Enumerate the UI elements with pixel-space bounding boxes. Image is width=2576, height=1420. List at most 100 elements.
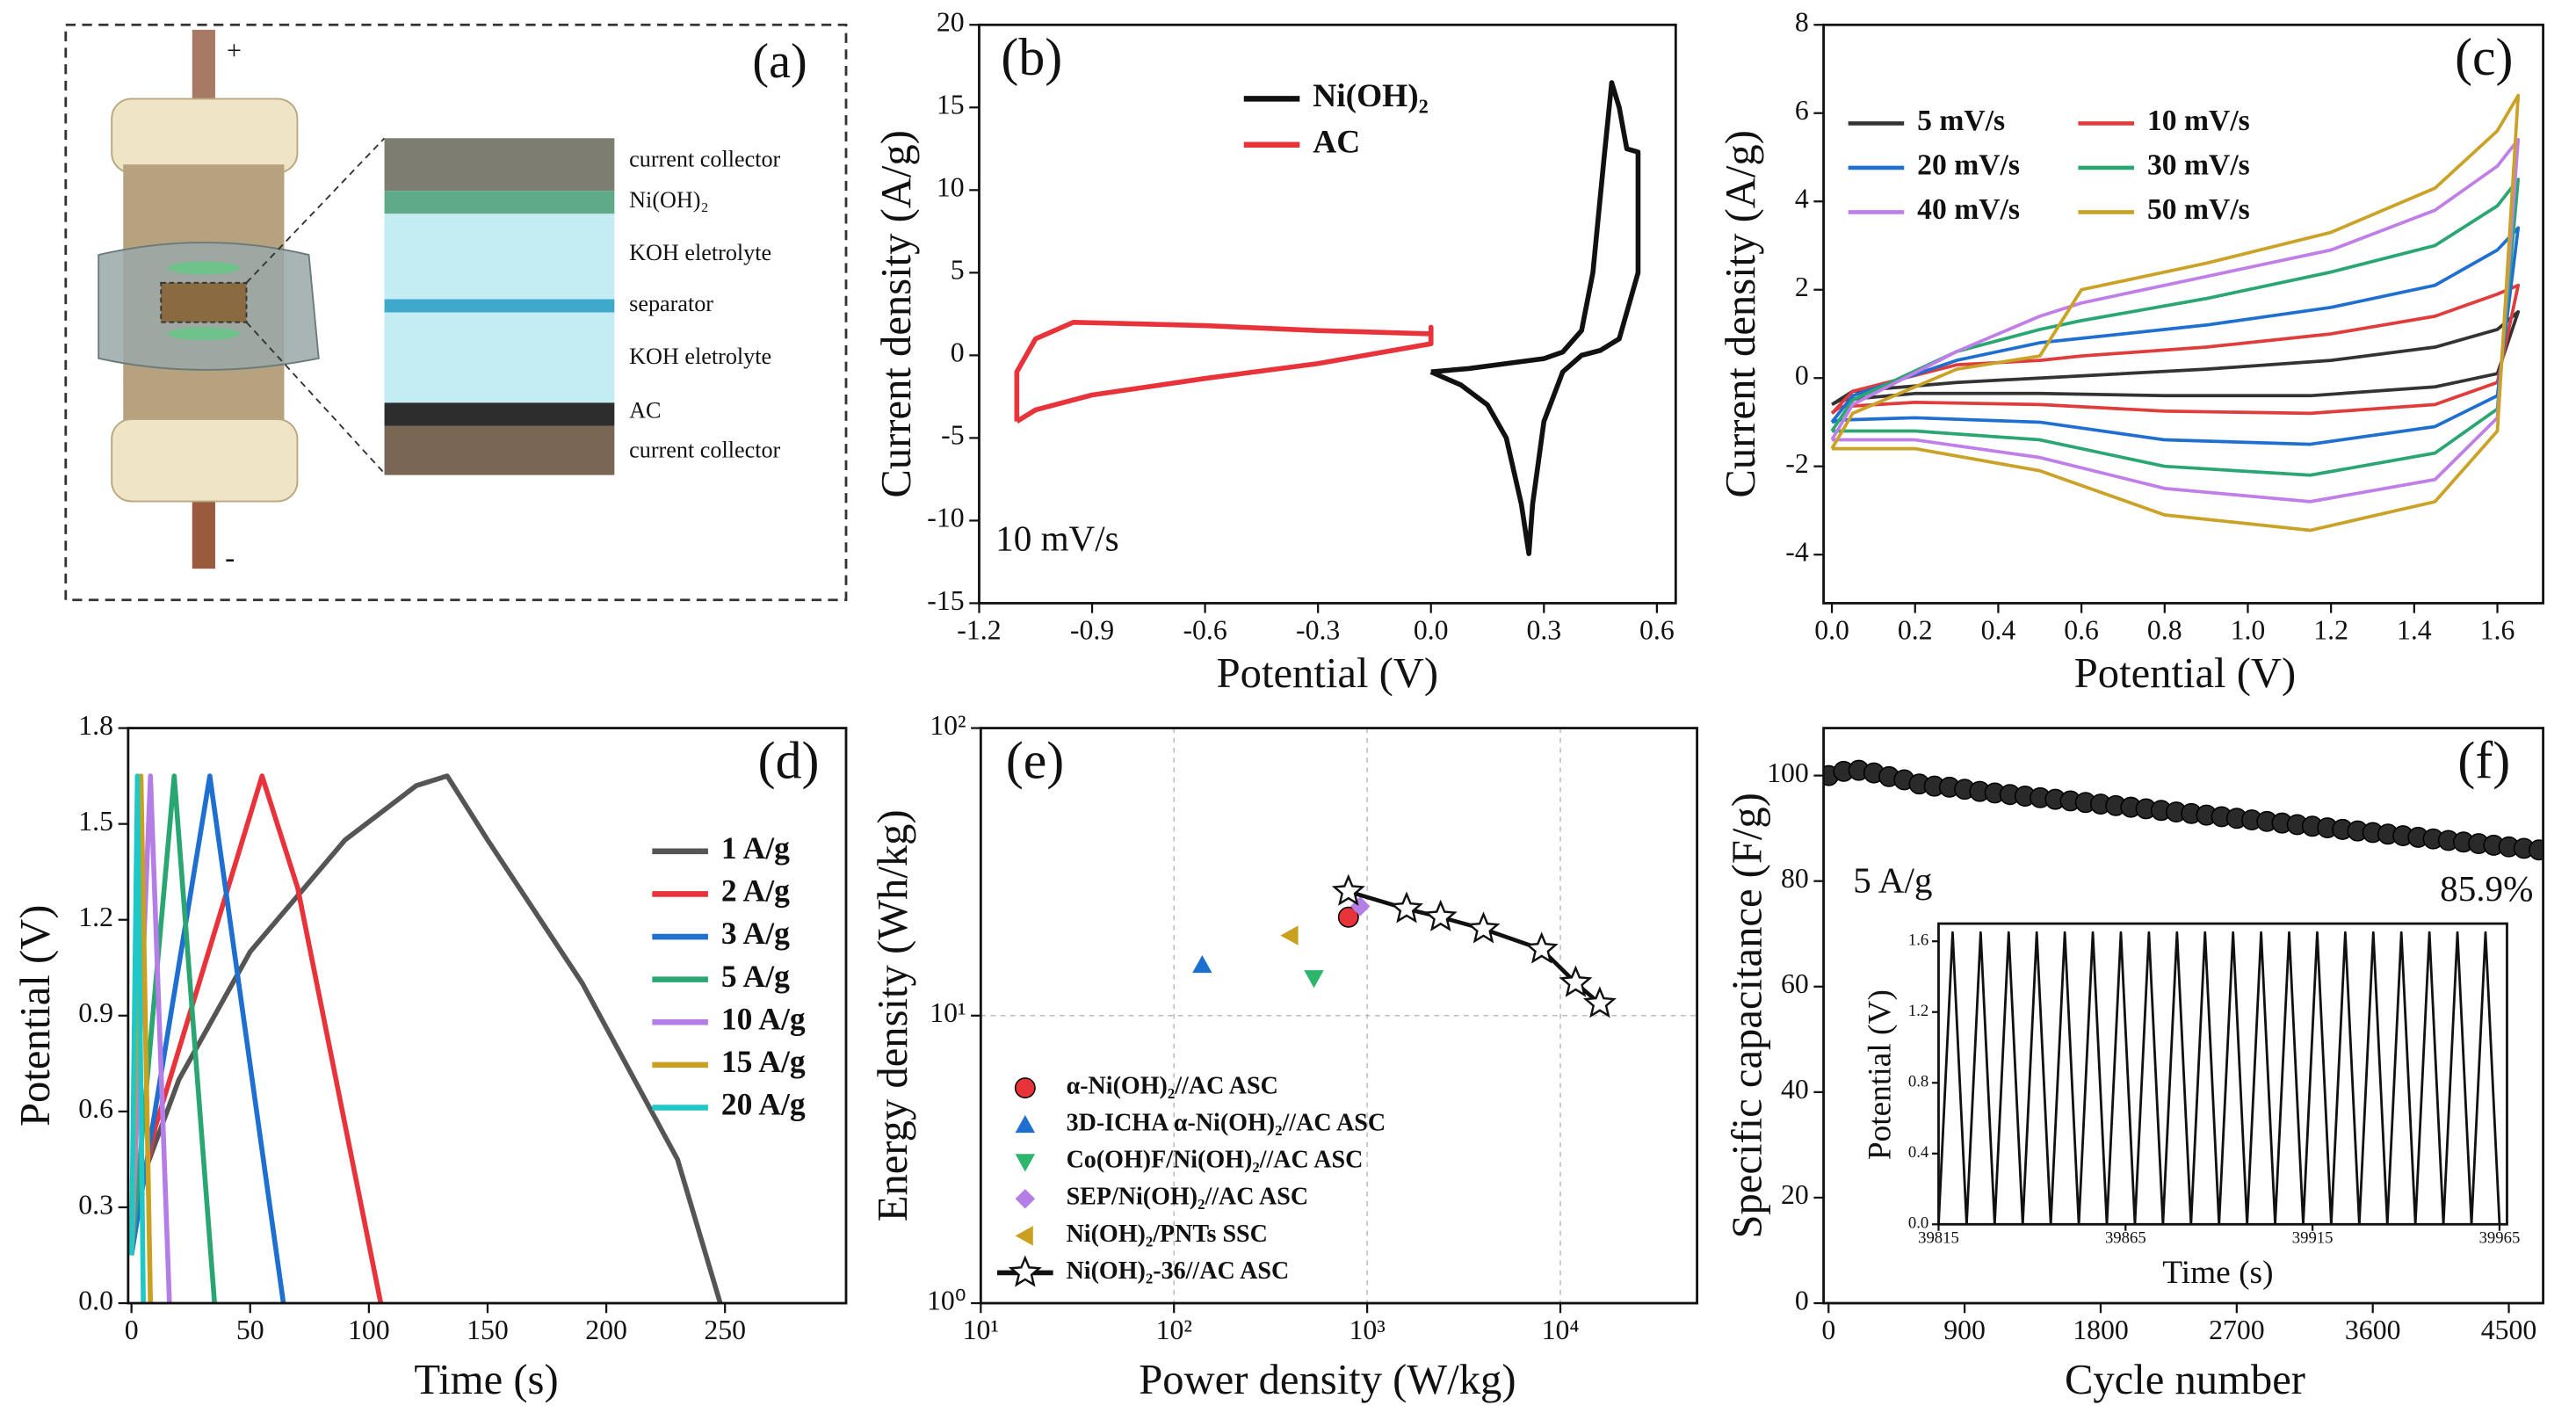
x-tick-label: 39815 bbox=[1918, 1228, 1959, 1247]
x-tick-label: 39915 bbox=[2292, 1228, 2334, 1247]
plot-area bbox=[1823, 25, 2543, 604]
x-tick-label: -0.9 bbox=[1070, 614, 1114, 645]
layer-label: Ni(OH)₂ bbox=[629, 187, 708, 213]
x-tick-label: 0 bbox=[1821, 1315, 1835, 1345]
x-tick-label: 0.4 bbox=[1981, 614, 2016, 645]
marker bbox=[1280, 925, 1299, 945]
legend-label: Co(OH)F/Ni(OH)₂//AC ASC bbox=[1067, 1147, 1364, 1174]
plot-frame bbox=[978, 23, 1677, 605]
legend-label: 1 A/g bbox=[721, 830, 790, 866]
cell-electrode bbox=[167, 327, 241, 341]
chart-panel: 0 50 100 150 200 250 0.0 0.3 0.6 0.9 1.2 1.5 1.8 (d) T… bbox=[11, 710, 848, 1403]
marker bbox=[1389, 891, 1424, 924]
layer-electrolyte bbox=[384, 214, 615, 300]
y-tick-label: 0 bbox=[1795, 360, 1809, 391]
y-tick-label: 2 bbox=[1795, 272, 1809, 302]
y-tick-label: 0.0 bbox=[1908, 1214, 1928, 1233]
x-tick-label: 0 bbox=[125, 1315, 139, 1345]
y-tick-label: 0 bbox=[1795, 1285, 1809, 1315]
y-tick-label: 20 bbox=[1781, 1179, 1809, 1210]
y-tick-label: 10¹ bbox=[930, 997, 966, 1028]
x-tick-label: 10¹ bbox=[963, 1315, 999, 1345]
bottom-lead bbox=[192, 489, 215, 569]
legend-label: 3 A/g bbox=[721, 916, 790, 951]
legend-label: 20 mV/s bbox=[1917, 149, 2020, 182]
y-tick-label: 1.8 bbox=[78, 710, 113, 741]
y-tick-label: -4 bbox=[1785, 536, 1809, 567]
x-axis-title: Cycle number bbox=[2065, 1356, 2305, 1403]
marker bbox=[1466, 911, 1501, 944]
plot-area bbox=[979, 25, 1676, 604]
layer-separator bbox=[384, 299, 615, 313]
y-axis-title: Current density (A/g) bbox=[1717, 130, 1764, 497]
y-tick-label: 10² bbox=[930, 710, 966, 741]
layer-label: separator bbox=[629, 291, 713, 316]
chart-panel: -1.2 -0.9 -0.6 -0.3 0.0 0.3 0.6 -15 -10 -5 0 5 10 15 2… bbox=[872, 7, 1677, 697]
y-tick-label: 5 bbox=[951, 255, 965, 286]
plot-frame bbox=[1937, 922, 2508, 1226]
marker bbox=[2528, 839, 2543, 861]
layer-ac bbox=[384, 402, 615, 426]
legend-label: 15 A/g bbox=[721, 1044, 806, 1079]
plot-marks bbox=[1823, 759, 2543, 861]
x-axis-title: Time (s) bbox=[414, 1356, 558, 1403]
y-tick-label: 1.2 bbox=[1908, 1002, 1928, 1020]
y-axis-title: Specific capacitance (F/g) bbox=[1723, 793, 1770, 1238]
series-line bbox=[1938, 931, 2501, 1225]
zoom-line bbox=[245, 137, 386, 284]
legend-label: Ni(OH)₂-36//AC ASC bbox=[1067, 1257, 1290, 1285]
plus-sign: + bbox=[227, 36, 242, 65]
layer-label: current collector bbox=[629, 146, 780, 171]
y-tick-label: 0.4 bbox=[1908, 1143, 1929, 1162]
marker bbox=[1423, 899, 1458, 931]
legend-label: 40 mV/s bbox=[1917, 193, 2020, 226]
plot-frame bbox=[1822, 727, 2545, 1305]
x-tick-label: 39965 bbox=[2479, 1228, 2521, 1247]
legend-label: SEP/Ni(OH)₂//AC ASC bbox=[1067, 1184, 1309, 1211]
x-tick-label: 10³ bbox=[1349, 1315, 1385, 1345]
panel-label: (c) bbox=[2455, 28, 2513, 86]
layer-label: KOH eletrolyte bbox=[629, 344, 771, 369]
plot-marks bbox=[1938, 931, 2501, 1225]
marker bbox=[1559, 965, 1593, 997]
y-tick-label: 0.6 bbox=[78, 1093, 113, 1124]
y-tick-label: 1.5 bbox=[78, 806, 113, 837]
panel-label: (b) bbox=[1001, 28, 1062, 86]
x-tick-label: 39865 bbox=[2105, 1228, 2146, 1247]
y-tick-label: 15 bbox=[937, 90, 965, 120]
layer-label: AC bbox=[629, 398, 661, 424]
x-tick-label: 2700 bbox=[2209, 1315, 2265, 1345]
series-line bbox=[1429, 80, 1641, 556]
legend-label: AC bbox=[1313, 124, 1360, 160]
layer-current-collector bbox=[384, 138, 615, 192]
y-axis-title: Potential (V) bbox=[1862, 989, 1898, 1160]
y-tick-label: 80 bbox=[1781, 863, 1809, 894]
x-axis-title: Potential (V) bbox=[2074, 649, 2296, 697]
y-tick-label: 0.8 bbox=[1908, 1073, 1928, 1091]
series-line bbox=[1830, 93, 2521, 532]
marker bbox=[1337, 906, 1359, 928]
y-tick-label: 0.9 bbox=[78, 997, 113, 1028]
x-tick-label: 4500 bbox=[2481, 1315, 2537, 1345]
y-tick-label: 60 bbox=[1781, 968, 1809, 999]
x-tick-label: -0.6 bbox=[1183, 614, 1226, 645]
x-tick-label: 50 bbox=[236, 1315, 264, 1345]
x-tick-label: 200 bbox=[585, 1315, 627, 1345]
x-axis-title: Potential (V) bbox=[1217, 649, 1438, 697]
layer-nickel-hydroxide bbox=[384, 191, 615, 214]
x-tick-label: 0.0 bbox=[1414, 614, 1449, 645]
x-tick-label: 100 bbox=[348, 1315, 390, 1345]
legend-marker bbox=[1015, 1189, 1036, 1209]
plot-frame bbox=[127, 727, 848, 1305]
y-tick-label: 1.6 bbox=[1908, 931, 1928, 950]
legend-marker bbox=[1008, 1255, 1042, 1287]
legend-label: 30 mV/s bbox=[2147, 149, 2250, 182]
x-tick-label: 0.3 bbox=[1526, 614, 1561, 645]
legend-marker bbox=[1015, 1154, 1036, 1172]
x-tick-label: 0.6 bbox=[2064, 614, 2099, 645]
plot-frame bbox=[979, 727, 1699, 1305]
series-line bbox=[1014, 319, 1434, 424]
legend-label: Ni(OH)₂ bbox=[1313, 78, 1429, 114]
minus-sign: - bbox=[225, 542, 235, 575]
